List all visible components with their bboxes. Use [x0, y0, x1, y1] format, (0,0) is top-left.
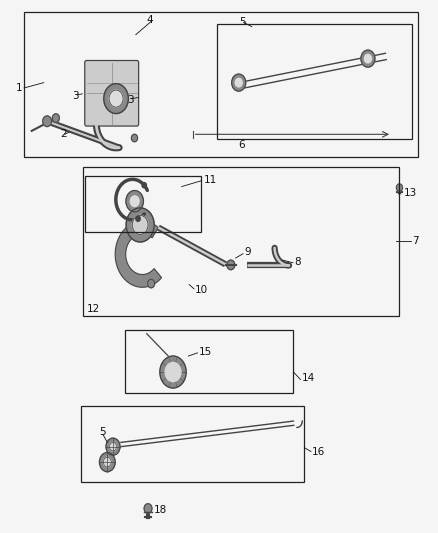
Text: 10: 10 — [195, 286, 208, 295]
Text: 18: 18 — [154, 505, 167, 515]
Circle shape — [396, 184, 403, 191]
Bar — [83, 167, 399, 316]
Bar — [125, 330, 293, 393]
Circle shape — [144, 504, 152, 513]
Circle shape — [99, 453, 115, 472]
FancyBboxPatch shape — [85, 61, 138, 126]
Polygon shape — [115, 221, 162, 287]
Text: 7: 7 — [412, 236, 418, 246]
Text: 14: 14 — [301, 374, 314, 383]
Text: 9: 9 — [244, 247, 251, 256]
Circle shape — [103, 457, 111, 467]
Circle shape — [232, 74, 246, 91]
Text: 2: 2 — [60, 130, 67, 139]
Text: 1: 1 — [16, 83, 23, 93]
Circle shape — [110, 442, 117, 451]
Circle shape — [43, 116, 52, 126]
Circle shape — [126, 208, 154, 242]
Text: 6: 6 — [238, 140, 244, 150]
Circle shape — [165, 362, 181, 382]
Circle shape — [53, 114, 59, 123]
Text: 3: 3 — [127, 95, 134, 104]
Circle shape — [104, 84, 128, 114]
Bar — [81, 406, 304, 482]
Text: 4: 4 — [147, 15, 153, 25]
Text: 11: 11 — [204, 175, 217, 185]
Text: 12: 12 — [87, 304, 100, 314]
Circle shape — [131, 196, 139, 207]
Text: 13: 13 — [404, 188, 417, 198]
Circle shape — [132, 215, 148, 235]
Text: 3: 3 — [72, 91, 79, 101]
Text: 5: 5 — [99, 427, 106, 437]
Text: 5: 5 — [239, 18, 246, 27]
Bar — [24, 12, 418, 157]
Circle shape — [160, 356, 186, 388]
Bar — [85, 176, 201, 232]
Circle shape — [227, 260, 235, 270]
Bar — [217, 24, 412, 139]
Circle shape — [126, 191, 143, 212]
Text: 8: 8 — [294, 257, 300, 266]
Circle shape — [136, 216, 140, 221]
Circle shape — [131, 134, 138, 142]
Circle shape — [142, 183, 146, 188]
Text: 15: 15 — [198, 347, 212, 357]
Circle shape — [148, 279, 155, 288]
Circle shape — [235, 78, 242, 87]
Circle shape — [109, 90, 123, 107]
Circle shape — [364, 54, 371, 63]
Circle shape — [106, 438, 120, 455]
Text: 16: 16 — [312, 447, 325, 457]
Circle shape — [361, 50, 375, 67]
